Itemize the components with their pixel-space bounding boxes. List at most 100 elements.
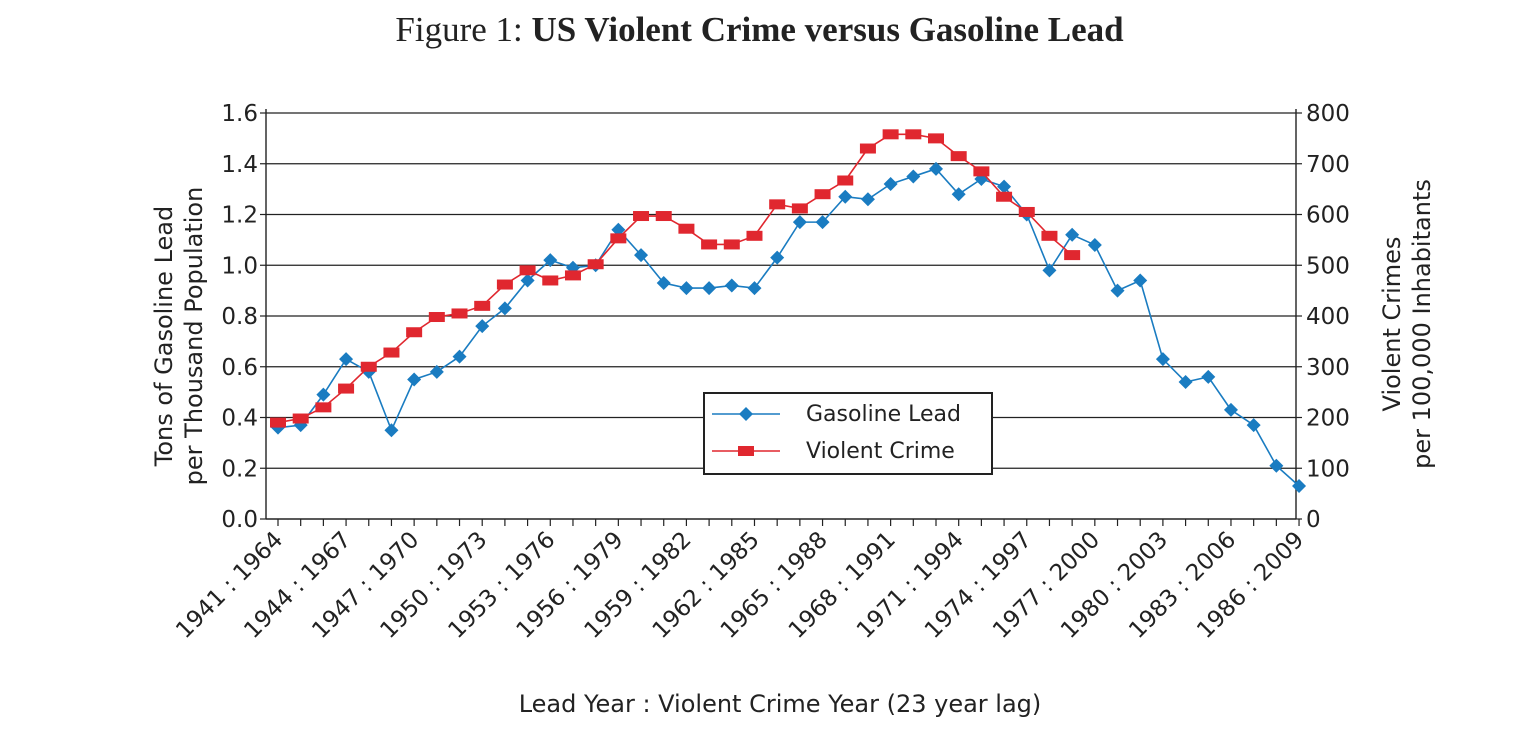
data-point (1018, 206, 1035, 217)
data-point (270, 417, 286, 428)
data-point (747, 281, 762, 296)
data-point (860, 192, 875, 207)
left-tick-label: 1.2 (221, 203, 258, 229)
right-tick-label: 300 (1306, 355, 1350, 381)
data-point (882, 129, 899, 140)
data-point (360, 361, 377, 372)
data-point (814, 189, 831, 200)
axes (265, 109, 1297, 520)
left-tick-label: 0.6 (221, 355, 258, 381)
data-point (906, 169, 921, 184)
data-point (384, 423, 399, 438)
data-point (519, 265, 536, 276)
left-tick-label: 0.2 (221, 456, 258, 482)
data-point (428, 312, 445, 323)
right-axis-title: Violent Crimes (1378, 237, 1406, 412)
data-point (634, 248, 649, 263)
right-tick-label: 700 (1306, 152, 1350, 178)
chart-title: Figure 1: US Violent Crime versus Gasoli… (0, 10, 1519, 50)
left-tick-label: 0.0 (221, 507, 258, 533)
data-point (315, 402, 332, 413)
left-tick-label: 1.4 (221, 152, 258, 178)
left-axis-title: per Thousand Population (180, 187, 208, 486)
data-point (929, 161, 944, 176)
data-point (1064, 250, 1081, 261)
data-point (1133, 273, 1148, 288)
left-tick-label: 0.4 (221, 406, 258, 432)
data-point (610, 233, 627, 244)
data-point (973, 166, 990, 177)
data-point (928, 133, 945, 144)
figure-title: US Violent Crime versus Gasoline Lead (531, 10, 1124, 49)
data-point (678, 223, 695, 234)
left-tick-label: 1.0 (221, 253, 258, 279)
data-point (791, 203, 808, 214)
data-point (679, 281, 694, 296)
data-point (746, 230, 763, 241)
data-point (815, 215, 830, 230)
data-point (452, 349, 467, 364)
data-point (770, 250, 785, 265)
data-point (383, 347, 400, 358)
series-line (277, 133, 1073, 424)
data-point (1178, 374, 1193, 389)
data-point (1087, 237, 1102, 252)
left-axis-ticks: 0.0 0.2 0.4 0.6 0.8 1.0 1.2 1.4 1.6 (221, 101, 266, 533)
data-point (655, 211, 672, 222)
data-point (1065, 227, 1080, 242)
data-point (339, 352, 354, 367)
data-point (792, 215, 807, 230)
data-point (611, 222, 626, 237)
data-point (475, 319, 490, 334)
data-point (1042, 263, 1057, 278)
data-point (542, 275, 559, 286)
legend: Gasoline Lead Violent Crime (703, 392, 993, 475)
gridlines (266, 112, 1296, 469)
data-point (564, 270, 581, 281)
data-point (292, 413, 309, 424)
left-axis-title: Tons of Gasoline Lead (150, 206, 178, 467)
data-point (543, 253, 558, 268)
axis-titles: Lead Year : Violent Crime Year (23 year … (150, 179, 1436, 718)
data-point (724, 278, 739, 293)
right-tick-label: 800 (1306, 101, 1350, 127)
data-point (1201, 369, 1216, 384)
figure-number: Figure 1: (395, 10, 523, 49)
data-point (996, 191, 1013, 202)
legend-marker-lead (739, 407, 753, 421)
data-point (837, 175, 854, 186)
data-point (1246, 418, 1261, 433)
left-tick-label: 1.6 (221, 101, 258, 127)
right-axis-title: per 100,000 Inhabitants (1408, 179, 1436, 469)
data-point (838, 189, 853, 204)
data-point (951, 187, 966, 202)
data-point (406, 327, 423, 338)
data-point (407, 372, 422, 387)
data-point (587, 259, 604, 270)
series-line (277, 167, 1300, 487)
data-point (520, 273, 535, 288)
right-tick-label: 100 (1306, 456, 1350, 482)
x-axis-title: Lead Year : Violent Crime Year (23 year … (519, 690, 1042, 718)
legend-label-lead: Gasoline Lead (806, 402, 961, 427)
data-point (950, 151, 967, 162)
data-point (496, 279, 513, 290)
data-point (883, 177, 898, 192)
data-point (1041, 230, 1058, 241)
data-point (338, 383, 355, 394)
right-axis-ticks: 0 100 200 300 400 500 600 700 800 (1296, 101, 1350, 533)
right-tick-label: 600 (1306, 203, 1350, 229)
data-point (497, 301, 512, 316)
data-point (723, 239, 740, 250)
right-tick-label: 400 (1306, 304, 1350, 330)
data-point (429, 364, 444, 379)
right-tick-label: 0 (1306, 507, 1321, 533)
data-point (1223, 402, 1238, 417)
data-point (474, 300, 491, 311)
legend-marker-crime (738, 446, 754, 456)
violent-crime-series (270, 129, 1081, 428)
data-point (702, 281, 717, 296)
data-point (656, 276, 671, 291)
